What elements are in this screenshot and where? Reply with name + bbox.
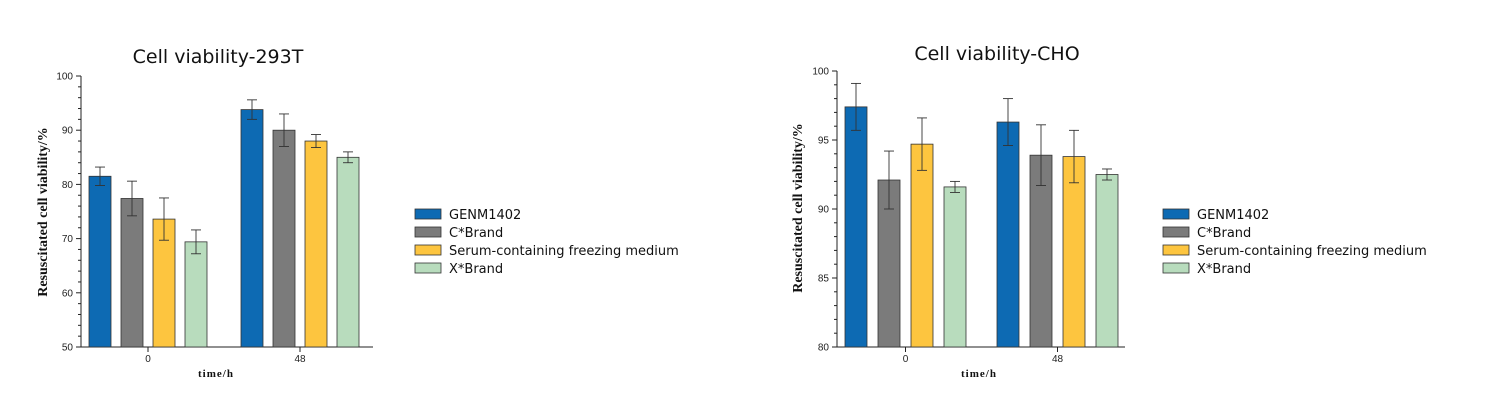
chart-293t-svg: Cell viability-293T Resuscitated cell vi…	[36, 46, 679, 380]
bar	[336, 156, 360, 348]
chart-title: Cell viability-293T	[133, 46, 304, 68]
y-tick-label: 60	[62, 288, 74, 299]
chart-293t: Cell viability-293T Resuscitated cell vi…	[36, 46, 679, 380]
bar	[120, 198, 144, 348]
bar	[304, 140, 328, 348]
legend-swatch	[1162, 226, 1190, 238]
bar	[844, 106, 868, 348]
legend-label: C*Brand	[1197, 226, 1251, 241]
legend-swatch	[1162, 262, 1190, 274]
legend-label: C*Brand	[449, 226, 503, 241]
y-tick-label: 100	[812, 67, 829, 78]
x-tick-label: 0	[903, 354, 909, 365]
legend-label: X*Brand	[1197, 262, 1251, 277]
bar	[996, 121, 1020, 348]
x-axis-label: time/h	[961, 368, 997, 380]
legend-label: Serum-containing freezing medium	[449, 244, 679, 259]
bar	[184, 241, 208, 348]
legend-swatch	[414, 262, 442, 274]
y-tick-label: 100	[56, 72, 73, 83]
y-tick-label: 90	[62, 126, 74, 137]
bar	[88, 175, 112, 348]
legend-swatch	[1162, 208, 1190, 220]
bar	[240, 109, 264, 348]
x-tick-label: 48	[1052, 354, 1064, 365]
y-tick-label: 80	[818, 343, 830, 354]
y-tick-label: 90	[818, 205, 830, 216]
chart-title: Cell viability-CHO	[914, 43, 1079, 65]
bar	[910, 143, 934, 348]
bar	[1095, 174, 1119, 348]
y-axis-label: Resuscitated cell viability/%	[791, 123, 806, 293]
chart-cho: Cell viability-CHO Resuscitated cell via…	[750, 0, 1500, 409]
legend-swatch	[1162, 244, 1190, 256]
legend-label: Serum-containing freezing medium	[1197, 244, 1427, 259]
x-axis-label: time/h	[198, 368, 234, 380]
y-tick-label: 85	[818, 274, 830, 285]
legend-label: GENM1402	[1197, 208, 1269, 223]
legend-swatch	[414, 226, 442, 238]
y-tick-label: 70	[62, 234, 74, 245]
bar	[943, 186, 967, 348]
y-tick-label: 95	[818, 136, 830, 147]
x-tick-label: 0	[145, 354, 151, 365]
chart-cho-svg: Cell viability-CHO Resuscitated cell via…	[791, 43, 1427, 380]
legend-label: GENM1402	[449, 208, 521, 223]
bar	[1062, 156, 1086, 348]
y-axis-label: Resuscitated cell viability/%	[36, 127, 51, 297]
legend-label: X*Brand	[449, 262, 503, 277]
x-tick-label: 48	[294, 354, 306, 365]
legend-swatch	[414, 244, 442, 256]
bar	[272, 129, 296, 348]
y-tick-label: 50	[62, 343, 74, 354]
y-tick-label: 80	[62, 180, 74, 191]
legend-swatch	[414, 208, 442, 220]
